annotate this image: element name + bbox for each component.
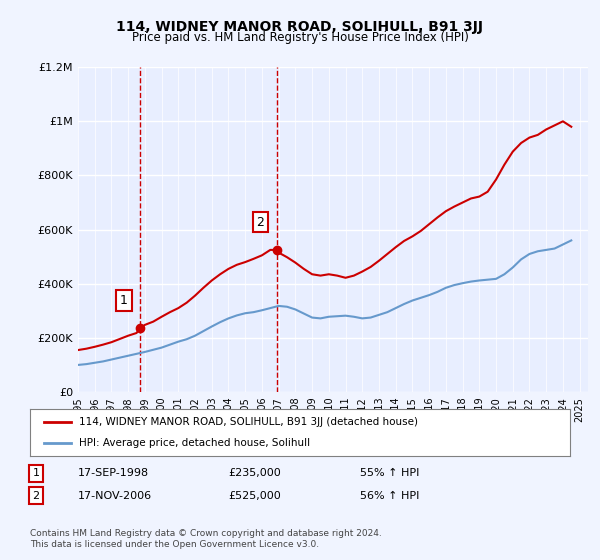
Text: 17-SEP-1998: 17-SEP-1998 (78, 468, 149, 478)
Text: 56% ↑ HPI: 56% ↑ HPI (360, 491, 419, 501)
Text: £525,000: £525,000 (228, 491, 281, 501)
Text: 2: 2 (257, 216, 265, 228)
Text: 1: 1 (120, 294, 128, 307)
Text: 114, WIDNEY MANOR ROAD, SOLIHULL, B91 3JJ (detached house): 114, WIDNEY MANOR ROAD, SOLIHULL, B91 3J… (79, 419, 418, 429)
Text: 114, WIDNEY MANOR ROAD, SOLIHULL, B91 3JJ (detached house): 114, WIDNEY MANOR ROAD, SOLIHULL, B91 3J… (79, 417, 418, 427)
Text: HPI: Average price, detached house, Solihull: HPI: Average price, detached house, Soli… (79, 438, 310, 448)
Text: 17-NOV-2006: 17-NOV-2006 (78, 491, 152, 501)
Text: HPI: Average price, detached house, Solihull: HPI: Average price, detached house, Soli… (79, 439, 310, 449)
Text: 1: 1 (32, 468, 40, 478)
Text: £235,000: £235,000 (228, 468, 281, 478)
Text: Price paid vs. HM Land Registry's House Price Index (HPI): Price paid vs. HM Land Registry's House … (131, 31, 469, 44)
Text: 55% ↑ HPI: 55% ↑ HPI (360, 468, 419, 478)
Text: 114, WIDNEY MANOR ROAD, SOLIHULL, B91 3JJ: 114, WIDNEY MANOR ROAD, SOLIHULL, B91 3J… (116, 20, 484, 34)
Text: Contains HM Land Registry data © Crown copyright and database right 2024.
This d: Contains HM Land Registry data © Crown c… (30, 529, 382, 549)
Text: 2: 2 (32, 491, 40, 501)
